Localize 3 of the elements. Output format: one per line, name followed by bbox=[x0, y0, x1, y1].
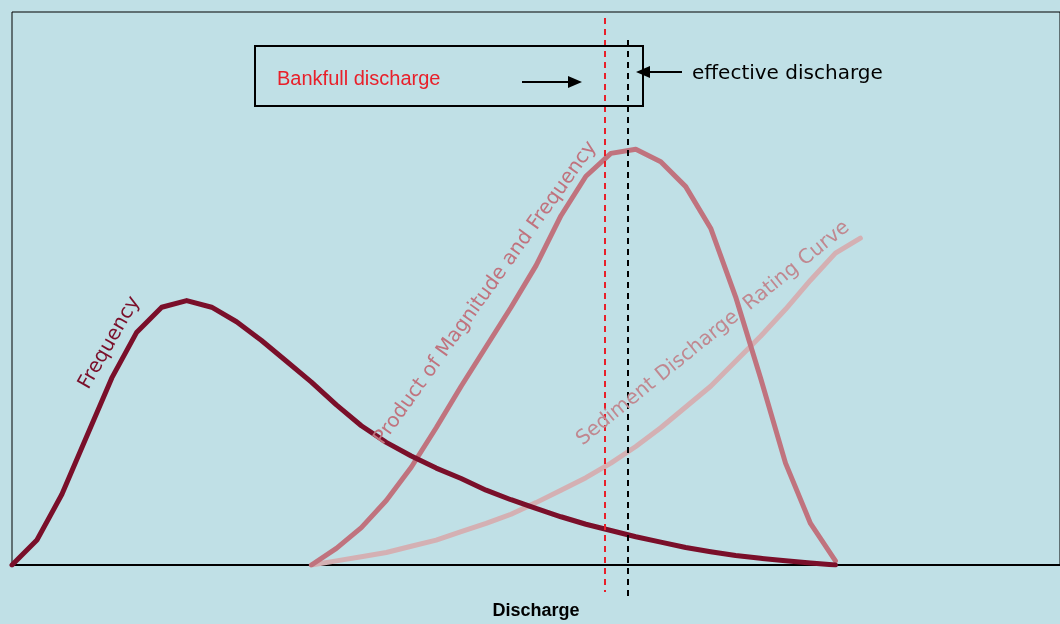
x-axis-title: Discharge bbox=[492, 600, 580, 620]
text: Bankfull discharge bbox=[277, 67, 441, 89]
text: effective discharge bbox=[692, 60, 883, 84]
